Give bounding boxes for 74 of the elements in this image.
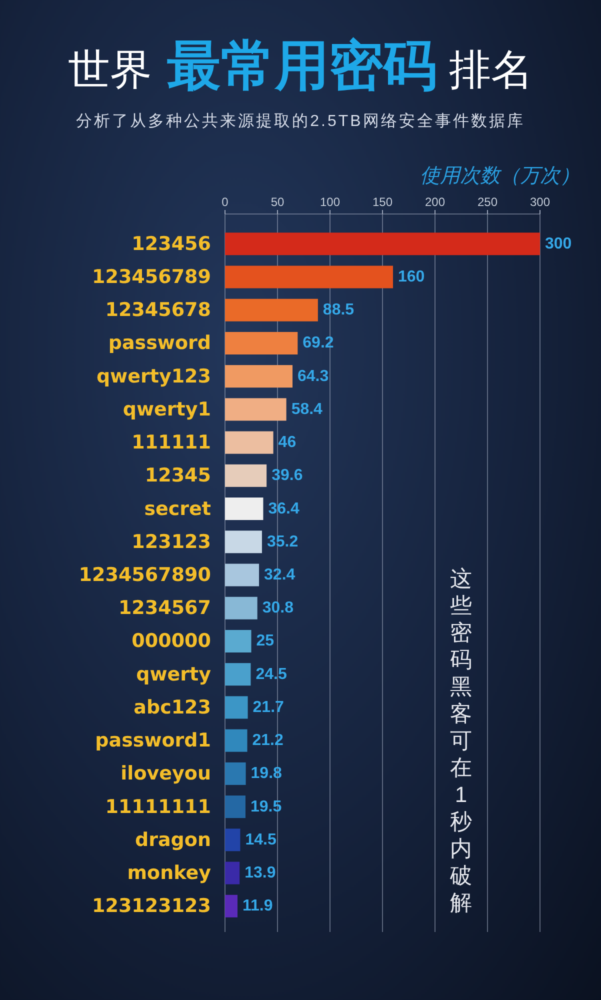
data-label: 13.9	[244, 864, 276, 882]
chart-title: 世界 最常用密码 排名	[68, 36, 533, 96]
y-tick-label: 123456	[132, 232, 211, 255]
y-tick-label: 123456789	[92, 266, 211, 288]
bar	[225, 498, 264, 520]
bar	[225, 663, 251, 686]
data-label: 58.4	[291, 400, 323, 418]
data-label: 19.5	[250, 798, 282, 816]
data-label: 36.4	[268, 500, 300, 518]
data-label: 39.6	[272, 467, 303, 484]
bar	[225, 266, 393, 288]
data-label: 21.7	[252, 698, 284, 716]
y-tick-label: 11111111	[105, 796, 211, 818]
bar	[225, 530, 262, 554]
y-tick-label: password1	[95, 730, 211, 752]
y-tick-label: 1234567	[118, 597, 211, 620]
y-tick-label: 123123	[132, 530, 211, 553]
data-label: 69.2	[302, 334, 334, 352]
y-tick-label: 1234567890	[78, 564, 211, 586]
data-label: 30.8	[262, 600, 294, 617]
bar	[225, 828, 240, 852]
y-tick-label: 000000	[132, 630, 211, 652]
x-axis-title: 使用次数（万次）	[420, 165, 580, 187]
y-tick-label: 123123123	[92, 895, 211, 918]
bar	[225, 729, 248, 752]
data-label: 35.2	[266, 533, 298, 550]
text: 这些密码黑客可在1秒内破解	[450, 566, 472, 915]
bar	[225, 232, 540, 256]
y-tick-label: 111111	[132, 432, 211, 454]
bar	[225, 431, 274, 454]
x-tick-label: 200	[424, 195, 446, 209]
bar	[225, 596, 258, 620]
x-tick-label: 0	[222, 195, 229, 209]
data-label: 64.3	[298, 368, 329, 385]
data-label: 88.5	[322, 302, 354, 319]
x-tick-label: 150	[372, 195, 393, 209]
x-tick-label: 300	[530, 195, 550, 209]
bar	[225, 298, 318, 322]
x-tick-label: 50	[270, 195, 284, 209]
data-label: 25	[256, 632, 274, 650]
bar	[225, 796, 246, 818]
data-label: 14.5	[245, 831, 276, 848]
data-label: 160	[398, 268, 425, 286]
data-label: 32.4	[264, 566, 296, 584]
chart-subtitle: 分析了从多种公共来源提取的2.5TB网络安全事件数据库	[76, 112, 525, 130]
y-tick-label: password	[108, 332, 211, 354]
data-label: 46	[278, 434, 296, 452]
bar	[225, 696, 248, 719]
y-tick-label: iloveyou	[120, 762, 211, 785]
data-label: 21.2	[252, 732, 284, 750]
y-tick-label: secret	[144, 498, 211, 520]
bar	[225, 398, 286, 421]
bar	[225, 894, 238, 918]
y-tick-label: dragon	[135, 828, 211, 851]
data-label: 11.9	[242, 898, 273, 915]
x-tick-label: 100	[320, 195, 340, 209]
y-tick-label: qwerty	[136, 663, 212, 686]
bar	[225, 630, 252, 652]
data-label: 24.5	[256, 666, 287, 683]
data-label: 19.8	[250, 765, 282, 782]
x-tick-label: 250	[477, 195, 498, 209]
data-label: 300	[545, 235, 572, 252]
y-tick-label: abc123	[134, 696, 211, 718]
bar	[225, 332, 298, 354]
bar	[225, 862, 240, 884]
bar	[225, 564, 260, 586]
bar	[225, 365, 293, 388]
y-tick-label: qwerty1	[122, 398, 211, 420]
y-tick-label: 12345	[144, 464, 211, 487]
bar	[225, 464, 267, 487]
y-tick-label: monkey	[127, 862, 212, 884]
y-tick-label: 12345678	[105, 299, 211, 322]
bar	[225, 762, 246, 785]
y-tick-label: qwerty123	[96, 365, 211, 388]
